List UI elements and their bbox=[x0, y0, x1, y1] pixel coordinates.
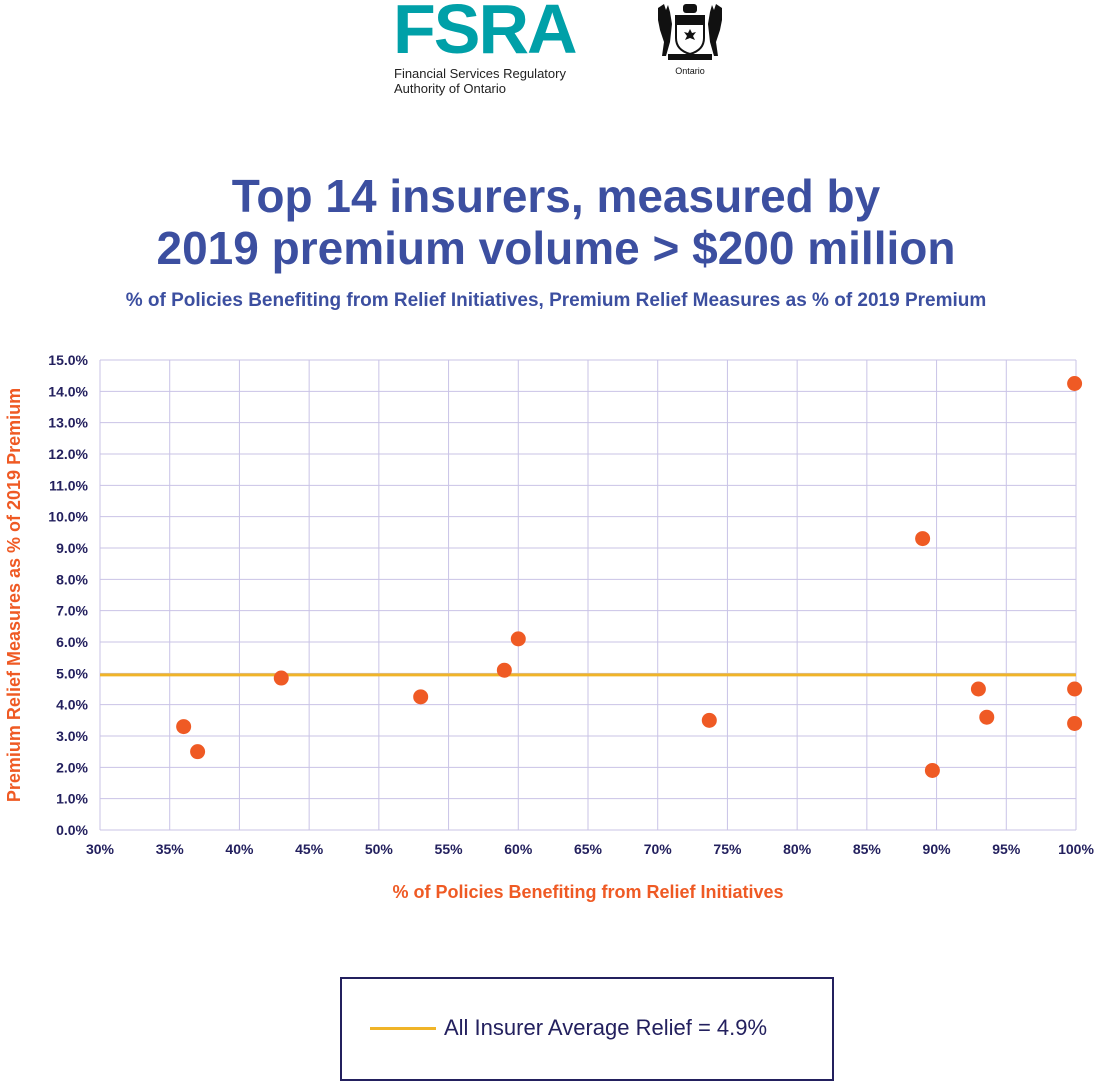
data-point bbox=[1067, 715, 1083, 731]
y-tick-label: 4.0% bbox=[56, 697, 88, 713]
data-point bbox=[1067, 376, 1083, 391]
y-tick-label: 5.0% bbox=[56, 665, 88, 681]
fsra-logo-subtitle: Financial Services Regulatory Authority … bbox=[394, 66, 614, 96]
data-point bbox=[496, 662, 512, 678]
data-point bbox=[701, 712, 717, 728]
y-tick-label: 11.0% bbox=[49, 477, 88, 493]
x-tick-label: 30% bbox=[86, 841, 115, 857]
legend-swatch-average bbox=[370, 1027, 436, 1030]
y-tick-label: 7.0% bbox=[56, 603, 88, 619]
data-point bbox=[413, 689, 429, 705]
chart-legend: All Insurer Average Relief = 4.9% bbox=[340, 977, 834, 1081]
x-tick-label: 35% bbox=[156, 841, 185, 857]
y-tick-label: 8.0% bbox=[56, 571, 88, 587]
chart-subtitle: % of Policies Benefiting from Relief Ini… bbox=[125, 290, 987, 311]
x-tick-label: 85% bbox=[853, 841, 882, 857]
x-tick-label: 45% bbox=[295, 841, 324, 857]
fsra-logo: FSRA bbox=[393, 0, 578, 68]
x-axis-ticks: 30% 35% 40% 45% 50% 55% 60% 65% 70% 75% 80% 85% 90% 9… bbox=[86, 841, 1094, 857]
chart-title-line1: Top 14 insurers, measured by bbox=[231, 170, 881, 222]
y-tick-label: 1.0% bbox=[56, 791, 88, 807]
y-tick-label: 6.0% bbox=[56, 634, 88, 650]
y-axis-label: Premium Relief Measures as % of 2019 Pre… bbox=[4, 388, 24, 802]
y-tick-label: 2.0% bbox=[56, 759, 88, 775]
crest-label: Ontario bbox=[675, 66, 705, 76]
ontario-crest-icon bbox=[658, 4, 722, 60]
x-tick-label: 95% bbox=[992, 841, 1021, 857]
data-point bbox=[273, 670, 289, 686]
chart-grid bbox=[99, 359, 1077, 831]
x-tick-label: 40% bbox=[225, 841, 254, 857]
x-tick-label: 75% bbox=[713, 841, 742, 857]
x-tick-label: 50% bbox=[365, 841, 394, 857]
legend-label-average: All Insurer Average Relief = 4.9% bbox=[444, 1015, 768, 1040]
y-tick-label: 12.0% bbox=[48, 446, 88, 462]
y-axis-ticks: 0.0% 1.0% 2.0% 3.0% 4.0% 5.0% 6.0% 7.0% 8.0% 9.0%… bbox=[48, 352, 88, 838]
chart-title: Top 14 insurers, measured by 2019 premiu… bbox=[0, 170, 1112, 274]
y-tick-label: 14.0% bbox=[48, 383, 88, 399]
data-point bbox=[1067, 681, 1083, 697]
data-point bbox=[176, 719, 192, 735]
y-tick-label: 9.0% bbox=[56, 540, 88, 556]
data-point bbox=[979, 709, 995, 725]
data-point bbox=[970, 681, 986, 697]
x-tick-label: 70% bbox=[644, 841, 673, 857]
y-tick-label: 15.0% bbox=[48, 352, 88, 368]
data-points bbox=[176, 376, 1083, 778]
y-tick-label: 10.0% bbox=[48, 509, 88, 525]
x-axis-label: % of Policies Benefiting from Relief Ini… bbox=[392, 882, 783, 902]
y-tick-label: 3.0% bbox=[56, 728, 88, 744]
data-point bbox=[190, 744, 206, 760]
page-header: FSRA Financial Services Regulatory Autho… bbox=[0, 0, 1112, 110]
x-tick-label: 90% bbox=[923, 841, 952, 857]
data-point bbox=[915, 531, 931, 547]
x-tick-label: 55% bbox=[435, 841, 464, 857]
x-tick-label: 100% bbox=[1058, 841, 1094, 857]
x-tick-label: 80% bbox=[783, 841, 812, 857]
data-point bbox=[924, 762, 940, 778]
y-tick-label: 13.0% bbox=[48, 415, 88, 431]
scatter-chart: 0.0% 1.0% 2.0% 3.0% 4.0% 5.0% 6.0% 7.0% 8.0% 9.0%… bbox=[4, 352, 1094, 902]
fsra-subtitle-line2: Authority of Ontario bbox=[394, 81, 506, 96]
x-tick-label: 60% bbox=[504, 841, 533, 857]
chart-title-line2: 2019 premium volume > $200 million bbox=[156, 222, 956, 274]
y-tick-label: 0.0% bbox=[56, 822, 88, 838]
data-point bbox=[510, 631, 526, 647]
x-tick-label: 65% bbox=[574, 841, 603, 857]
fsra-subtitle-line1: Financial Services Regulatory bbox=[394, 66, 566, 81]
